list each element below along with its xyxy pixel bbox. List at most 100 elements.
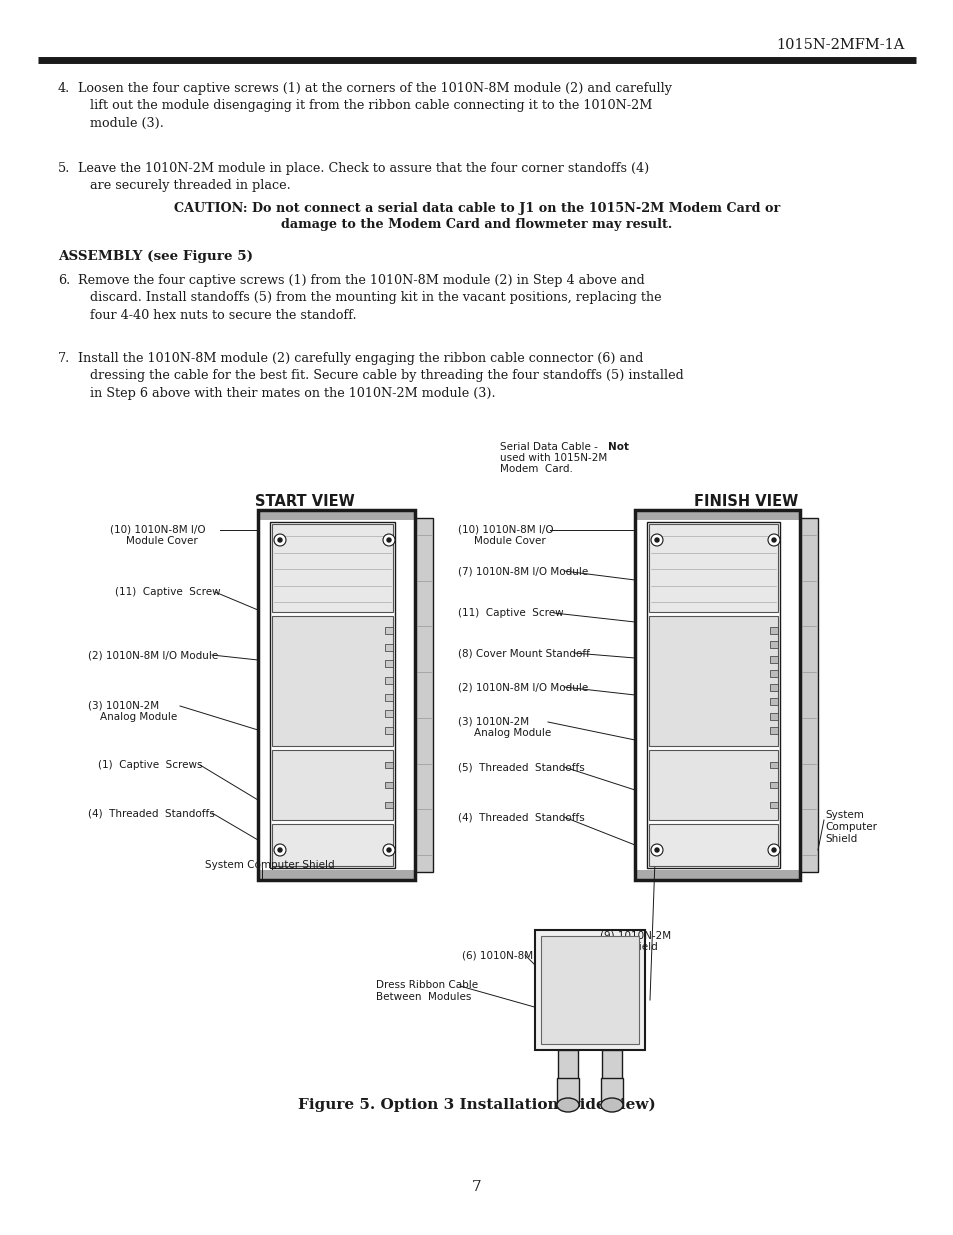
- Text: ASSEMBLY (see Figure 5): ASSEMBLY (see Figure 5): [58, 249, 253, 263]
- Text: 4.: 4.: [58, 82, 71, 95]
- Text: (11)  Captive  Screw: (11) Captive Screw: [457, 608, 563, 618]
- Bar: [272, 750, 393, 820]
- Bar: [385, 762, 393, 768]
- Bar: [635, 510, 800, 881]
- Text: START VIEW: START VIEW: [254, 494, 355, 509]
- Circle shape: [771, 538, 775, 542]
- Text: (2) 1010N-8M I/O Module: (2) 1010N-8M I/O Module: [457, 682, 588, 692]
- Text: Between  Modules: Between Modules: [375, 992, 471, 1002]
- Bar: [272, 824, 393, 866]
- Text: Analog Module: Analog Module: [474, 727, 551, 739]
- Bar: [601, 1050, 621, 1079]
- Bar: [385, 710, 393, 718]
- Bar: [648, 616, 778, 746]
- Bar: [769, 802, 778, 808]
- Bar: [769, 641, 778, 648]
- Bar: [385, 727, 393, 734]
- Text: (5)  Threaded  Standoffs: (5) Threaded Standoffs: [457, 762, 584, 772]
- Text: (3) 1010N-2M: (3) 1010N-2M: [457, 716, 529, 726]
- Bar: [385, 802, 393, 808]
- Circle shape: [274, 844, 286, 856]
- Text: Dress Ribbon Cable: Dress Ribbon Cable: [375, 981, 477, 990]
- Circle shape: [767, 844, 780, 856]
- Bar: [769, 656, 778, 662]
- Bar: [257, 510, 415, 881]
- Bar: [648, 524, 778, 613]
- Text: System Computer Shield: System Computer Shield: [205, 860, 335, 869]
- Text: 7.: 7.: [58, 352, 71, 366]
- Bar: [270, 522, 395, 868]
- Text: CAUTION: Do not connect a serial data cable to J1 on the 1015N-2M Modem Card or: CAUTION: Do not connect a serial data ca…: [173, 203, 780, 215]
- Text: (7) 1010N-8M I/O Module: (7) 1010N-8M I/O Module: [457, 566, 588, 576]
- Text: Computer: Computer: [824, 823, 876, 832]
- Bar: [769, 627, 778, 634]
- Circle shape: [655, 538, 659, 542]
- Circle shape: [655, 848, 659, 852]
- Bar: [769, 699, 778, 705]
- Bar: [635, 869, 800, 881]
- Text: damage to the Modem Card and flowmeter may result.: damage to the Modem Card and flowmeter m…: [281, 219, 672, 231]
- Bar: [385, 661, 393, 667]
- Bar: [385, 643, 393, 651]
- Text: Loosen the four captive screws (1) at the corners of the 1010N-8M module (2) and: Loosen the four captive screws (1) at th…: [78, 82, 671, 130]
- Text: (4)  Threaded  Standoffs: (4) Threaded Standoffs: [88, 808, 214, 818]
- Bar: [257, 510, 415, 520]
- Bar: [635, 510, 800, 520]
- Bar: [646, 522, 780, 868]
- Bar: [769, 713, 778, 720]
- Text: Module Cover: Module Cover: [126, 536, 197, 546]
- Bar: [769, 669, 778, 677]
- Text: (4)  Threaded  Standoffs: (4) Threaded Standoffs: [457, 811, 584, 823]
- Text: (1)  Captive  Screws: (1) Captive Screws: [98, 760, 202, 769]
- Bar: [800, 517, 817, 872]
- Text: System: System: [824, 810, 863, 820]
- Bar: [385, 627, 393, 634]
- Circle shape: [277, 848, 282, 852]
- Text: 6.: 6.: [58, 274, 71, 287]
- Text: 5.: 5.: [58, 162, 71, 175]
- Bar: [769, 762, 778, 768]
- Text: with Shield: with Shield: [599, 942, 657, 952]
- Circle shape: [387, 848, 391, 852]
- Text: Shield: Shield: [824, 834, 857, 844]
- Bar: [257, 869, 415, 881]
- Text: (3) 1010N-2M: (3) 1010N-2M: [88, 700, 159, 710]
- Ellipse shape: [600, 1098, 622, 1112]
- Text: Analog Module: Analog Module: [100, 713, 177, 722]
- Text: 7: 7: [472, 1179, 481, 1194]
- Circle shape: [382, 534, 395, 546]
- Bar: [272, 524, 393, 613]
- Text: Modem  Card.: Modem Card.: [499, 464, 572, 474]
- Text: (9) 1010N-2M: (9) 1010N-2M: [599, 930, 670, 940]
- Text: Module Cover: Module Cover: [474, 536, 545, 546]
- Text: (11)  Captive  Screw: (11) Captive Screw: [115, 587, 220, 597]
- Circle shape: [277, 538, 282, 542]
- Circle shape: [771, 848, 775, 852]
- Ellipse shape: [557, 1098, 578, 1112]
- Text: FINISH VIEW: FINISH VIEW: [693, 494, 798, 509]
- Bar: [415, 517, 433, 872]
- Text: Leave the 1010N-2M module in place. Check to assure that the four corner standof: Leave the 1010N-2M module in place. Chec…: [78, 162, 649, 193]
- Circle shape: [274, 534, 286, 546]
- Text: Install the 1010N-8M module (2) carefully engaging the ribbon cable connector (6: Install the 1010N-8M module (2) carefull…: [78, 352, 683, 400]
- Bar: [648, 750, 778, 820]
- Text: (10) 1010N-8M I/O: (10) 1010N-8M I/O: [110, 524, 206, 534]
- Text: Serial Data Cable -: Serial Data Cable -: [499, 442, 600, 452]
- Bar: [769, 684, 778, 692]
- Bar: [769, 727, 778, 734]
- Circle shape: [650, 534, 662, 546]
- Circle shape: [767, 534, 780, 546]
- Text: Remove the four captive screws (1) from the 1010N-8M module (2) in Step 4 above : Remove the four captive screws (1) from …: [78, 274, 661, 322]
- Bar: [600, 1078, 622, 1107]
- Text: (2) 1010N-8M I/O Module: (2) 1010N-8M I/O Module: [88, 650, 218, 659]
- Text: (6) 1010N-8M: (6) 1010N-8M: [461, 950, 533, 960]
- Bar: [769, 782, 778, 788]
- Text: Not: Not: [607, 442, 628, 452]
- Bar: [385, 782, 393, 788]
- Text: 1015N-2MFM-1A: 1015N-2MFM-1A: [776, 38, 904, 52]
- Bar: [385, 694, 393, 700]
- Circle shape: [650, 844, 662, 856]
- Circle shape: [382, 844, 395, 856]
- Bar: [557, 1078, 578, 1107]
- Text: Figure 5. Option 3 Installation (side view): Figure 5. Option 3 Installation (side vi…: [297, 1098, 656, 1113]
